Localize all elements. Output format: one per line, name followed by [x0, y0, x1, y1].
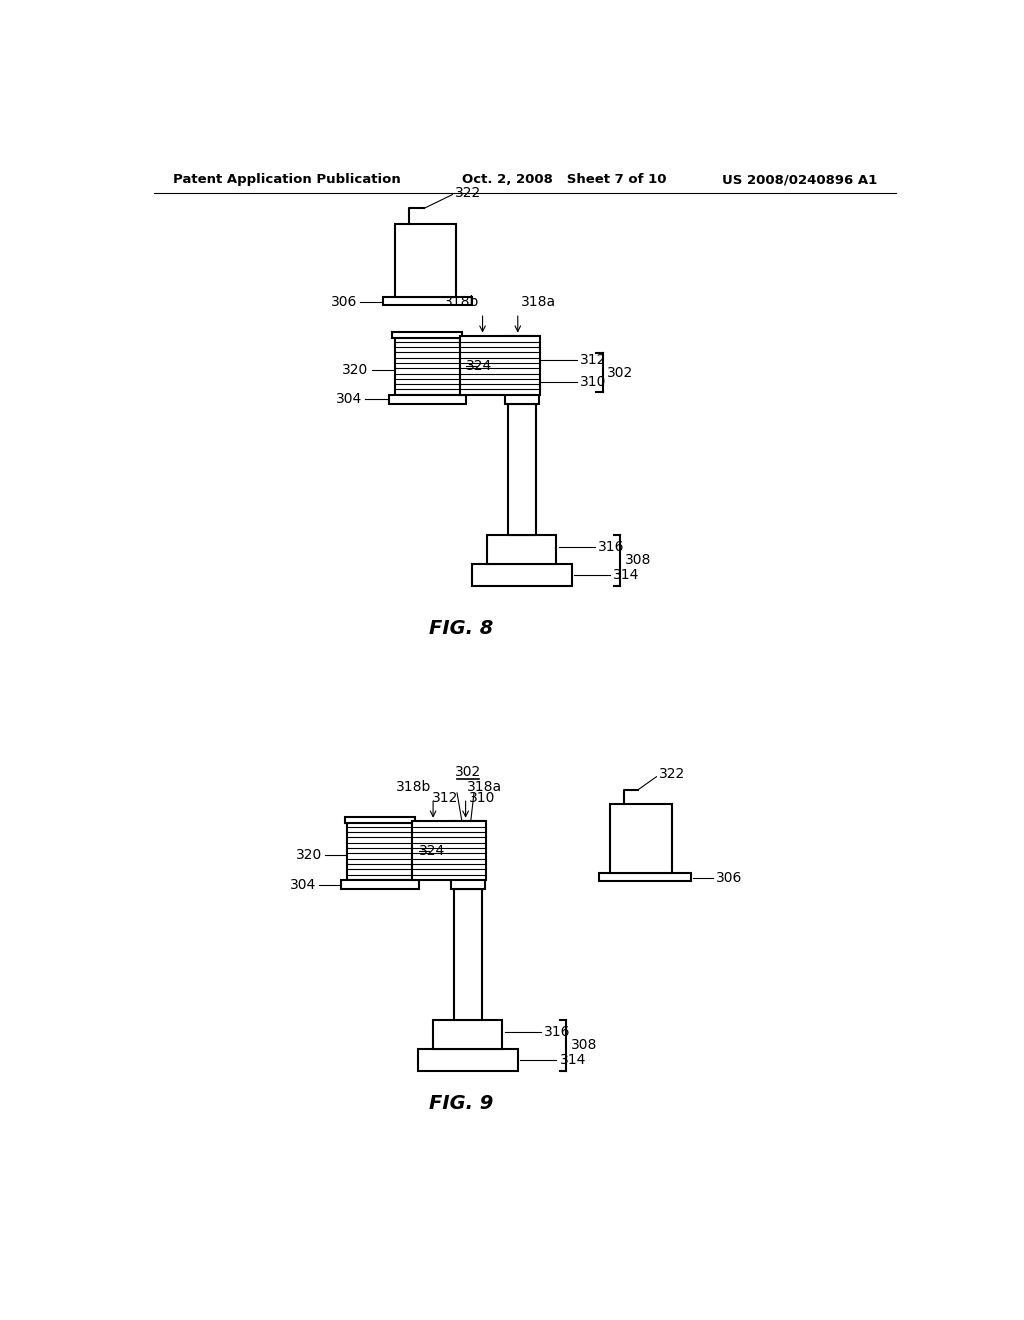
Text: 322: 322 — [658, 767, 685, 781]
Text: 316: 316 — [598, 540, 625, 553]
Bar — [388, 395, 466, 404]
Text: US 2008/0240896 A1: US 2008/0240896 A1 — [722, 173, 878, 186]
Text: FIG. 8: FIG. 8 — [429, 619, 494, 638]
Text: 320: 320 — [296, 849, 323, 862]
Bar — [487, 535, 556, 564]
Bar — [433, 1020, 503, 1049]
Text: 324: 324 — [419, 843, 444, 858]
Text: 308: 308 — [625, 553, 651, 568]
Text: Patent Application Publication: Patent Application Publication — [173, 173, 400, 186]
Bar — [460, 337, 541, 395]
Text: FIG. 9: FIG. 9 — [429, 1094, 494, 1113]
Text: 316: 316 — [544, 1024, 570, 1039]
Bar — [392, 331, 463, 338]
Bar — [394, 224, 457, 297]
Text: 322: 322 — [455, 186, 481, 201]
Bar — [413, 821, 486, 880]
Text: Oct. 2, 2008   Sheet 7 of 10: Oct. 2, 2008 Sheet 7 of 10 — [462, 173, 667, 186]
Text: 318b: 318b — [396, 780, 431, 793]
Text: 304: 304 — [290, 878, 316, 891]
Bar — [505, 337, 539, 404]
Text: 312: 312 — [581, 352, 606, 367]
Text: 304: 304 — [336, 392, 362, 407]
Bar — [610, 804, 672, 873]
Bar — [451, 821, 484, 890]
Bar — [454, 890, 481, 1020]
Text: 320: 320 — [342, 363, 369, 378]
Text: 312: 312 — [432, 792, 459, 805]
Text: 324: 324 — [466, 359, 493, 372]
Text: 314: 314 — [559, 1053, 586, 1067]
Bar — [347, 821, 413, 880]
Bar — [472, 564, 571, 586]
Text: 306: 306 — [716, 871, 742, 884]
Text: 306: 306 — [331, 294, 357, 309]
Bar — [394, 337, 460, 395]
Text: 318a: 318a — [467, 780, 502, 793]
Bar — [341, 880, 419, 890]
Text: 314: 314 — [613, 568, 640, 582]
Text: 308: 308 — [571, 1039, 597, 1052]
Bar — [383, 297, 472, 305]
Bar — [508, 404, 536, 535]
Text: 310: 310 — [469, 792, 496, 805]
Text: 302: 302 — [455, 766, 481, 779]
Text: 302: 302 — [607, 366, 634, 380]
Bar — [418, 1049, 518, 1071]
Text: 318a: 318a — [521, 294, 556, 309]
Bar — [345, 817, 415, 822]
Text: 318b: 318b — [444, 294, 479, 309]
Text: 310: 310 — [581, 375, 606, 389]
Bar — [599, 873, 691, 882]
